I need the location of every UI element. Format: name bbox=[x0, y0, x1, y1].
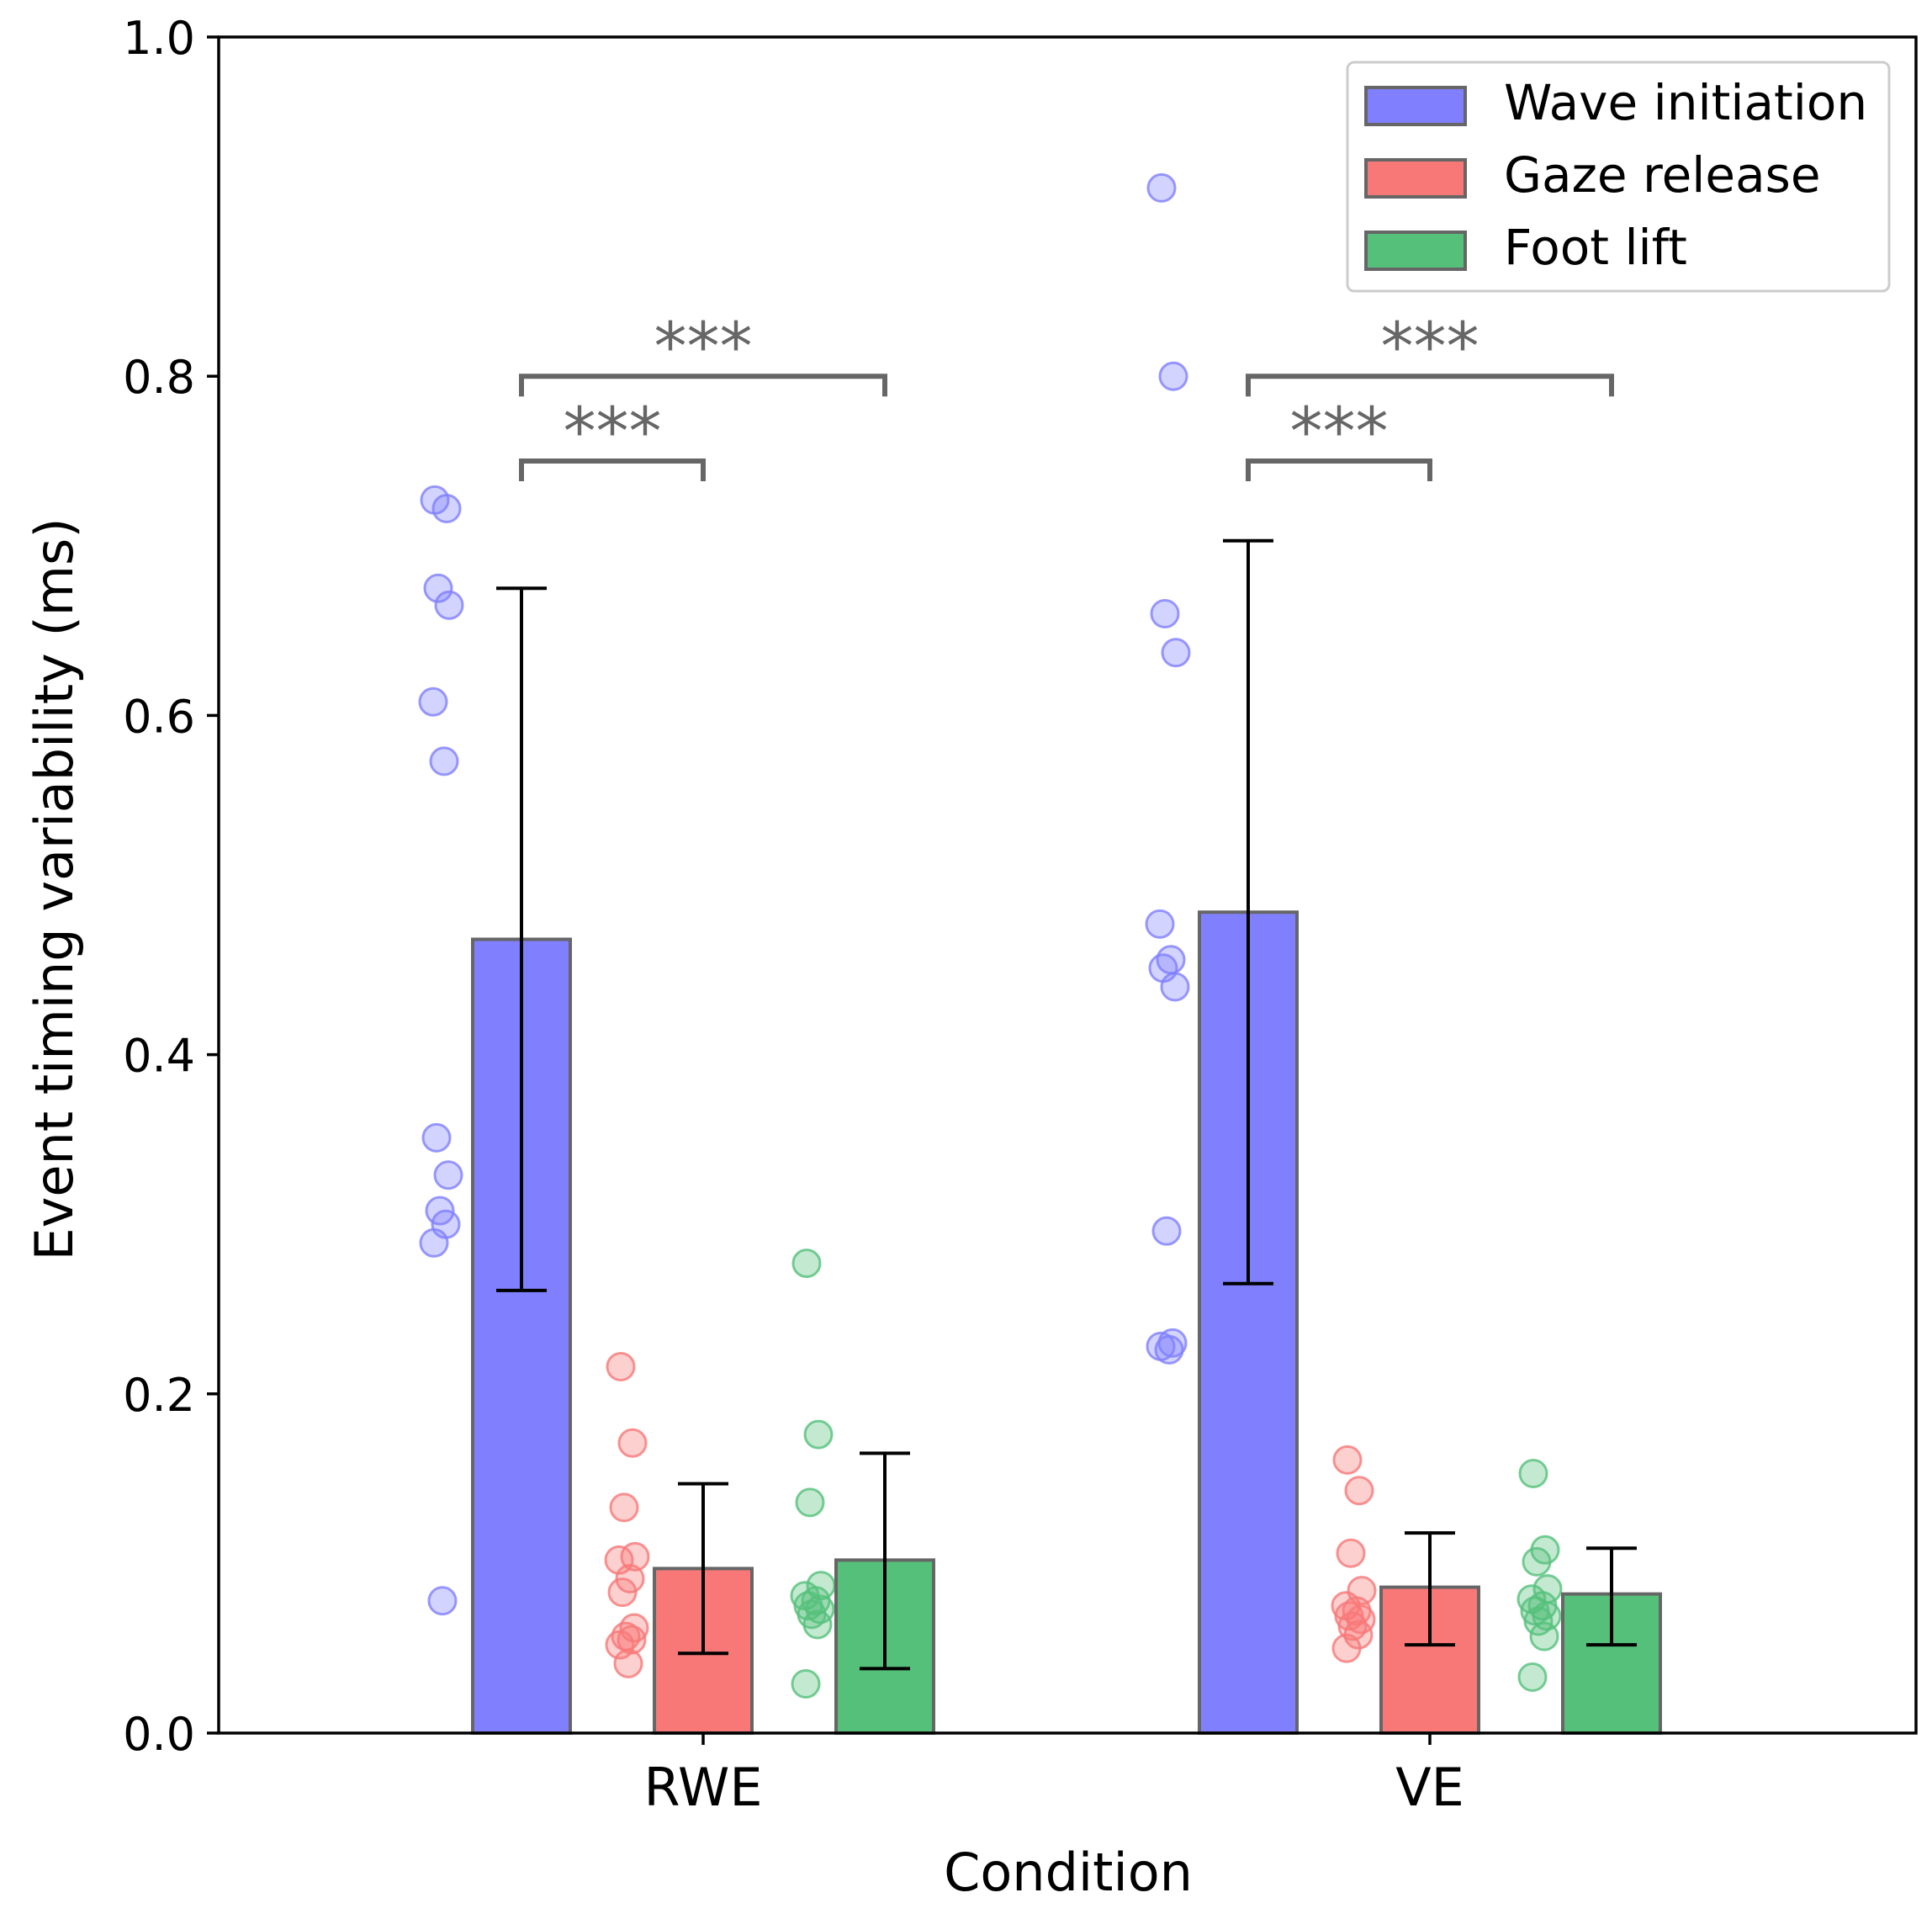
data-point-gaze-release bbox=[607, 1577, 638, 1608]
plot-area: *** *** *** *** bbox=[418, 172, 1662, 1736]
data-point-gaze-release bbox=[1344, 1476, 1374, 1506]
legend-label: Wave initiation bbox=[1504, 74, 1867, 131]
y-tick-label: 1.0 bbox=[123, 12, 195, 65]
data-point-foot-lift bbox=[1529, 1621, 1559, 1651]
y-tick-label: 0.4 bbox=[123, 1030, 195, 1083]
data-point-wave-initiation bbox=[1158, 361, 1188, 391]
data-point-foot-lift bbox=[1518, 1459, 1548, 1489]
data-point-gaze-release bbox=[613, 1648, 643, 1678]
data-point-wave-initiation bbox=[434, 590, 464, 620]
axes: 0.0 0.2 0.4 0.6 0.8 1.0 RWE VE bbox=[123, 12, 1918, 1818]
data-point-wave-initiation bbox=[431, 493, 462, 523]
significance-label: *** bbox=[654, 310, 753, 385]
data-point-wave-initiation bbox=[1161, 638, 1191, 668]
data-point-wave-initiation bbox=[421, 1122, 452, 1153]
data-point-foot-lift bbox=[1522, 1546, 1552, 1577]
y-tick-label: 0.6 bbox=[123, 690, 195, 743]
x-axis-label: Condition bbox=[944, 1842, 1193, 1903]
significance-bracket bbox=[1246, 459, 1432, 481]
data-point-wave-initiation bbox=[418, 686, 448, 717]
data-point-wave-initiation bbox=[427, 1586, 458, 1616]
data-point-foot-lift bbox=[1517, 1662, 1548, 1692]
data-point-gaze-release bbox=[606, 1352, 636, 1382]
data-point-foot-lift bbox=[1523, 1606, 1554, 1636]
x-tick-label: VE bbox=[1395, 1757, 1464, 1818]
axes-frame bbox=[217, 35, 1918, 1735]
data-point-gaze-release bbox=[1331, 1633, 1362, 1663]
data-point-gaze-release bbox=[617, 1428, 648, 1458]
significance-label: *** bbox=[1381, 310, 1479, 385]
significance-bracket bbox=[519, 374, 887, 397]
data-point-wave-initiation bbox=[423, 573, 453, 603]
data-point-foot-lift bbox=[791, 1669, 821, 1699]
data-point-foot-lift bbox=[791, 1248, 822, 1279]
legend-swatch bbox=[1364, 86, 1467, 126]
data-point-wave-initiation bbox=[1146, 172, 1177, 203]
data-point-wave-initiation bbox=[1145, 909, 1175, 939]
y-tick-label: 0.0 bbox=[123, 1708, 195, 1761]
data-point-foot-lift bbox=[802, 1609, 833, 1640]
data-point-gaze-release bbox=[615, 1564, 645, 1594]
legend-frame bbox=[1346, 61, 1891, 293]
legend-label: Foot lift bbox=[1504, 219, 1687, 276]
data-point-wave-initiation bbox=[1151, 1216, 1182, 1246]
legend-swatch bbox=[1364, 231, 1467, 271]
significance-bracket bbox=[1246, 374, 1614, 397]
data-point-foot-lift bbox=[803, 1419, 834, 1450]
data-point-wave-initiation bbox=[1150, 598, 1180, 628]
legend-label: Gaze release bbox=[1504, 146, 1821, 204]
legend-swatch bbox=[1364, 158, 1467, 199]
significance-bracket bbox=[519, 459, 706, 481]
data-point-foot-lift bbox=[795, 1487, 825, 1518]
data-point-wave-initiation bbox=[433, 1160, 463, 1190]
y-axis-label: Event timing variability (ms) bbox=[24, 517, 85, 1260]
data-point-gaze-release bbox=[1336, 1538, 1366, 1568]
data-point-wave-initiation bbox=[1160, 972, 1190, 1002]
y-tick-label: 0.8 bbox=[123, 351, 195, 404]
data-point-gaze-release bbox=[609, 1492, 639, 1523]
legend: Wave initiation Gaze release Foot lift bbox=[1346, 61, 1891, 293]
data-point-wave-initiation bbox=[429, 746, 459, 777]
data-point-gaze-release bbox=[1332, 1445, 1363, 1475]
data-point-gaze-release bbox=[605, 1630, 635, 1660]
data-point-wave-initiation bbox=[1154, 1334, 1184, 1365]
x-tick-label: RWE bbox=[643, 1757, 762, 1818]
significance-label: *** bbox=[1290, 395, 1389, 470]
y-tick-label: 0.2 bbox=[123, 1369, 195, 1422]
data-point-wave-initiation bbox=[419, 1227, 449, 1258]
significance-label: *** bbox=[564, 395, 662, 470]
